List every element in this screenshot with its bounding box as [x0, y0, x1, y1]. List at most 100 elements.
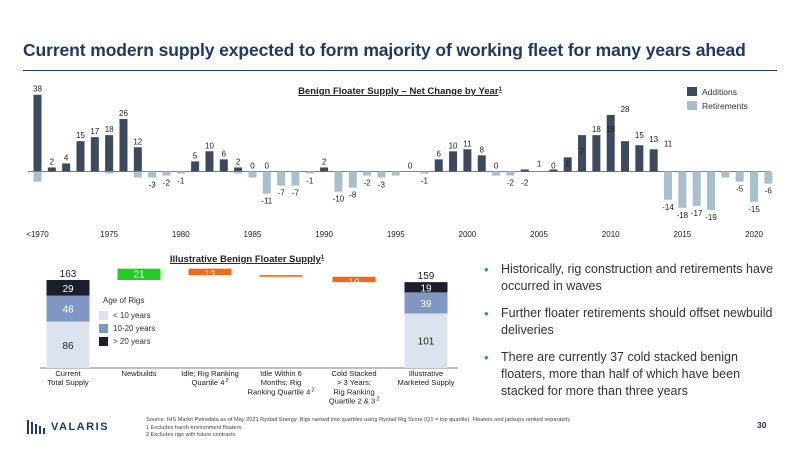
- bar-data-label: 8: [480, 145, 485, 154]
- stack-segment-young: [404, 313, 448, 368]
- additions-bar: [549, 169, 558, 172]
- retirements-bar: [248, 171, 257, 178]
- bar-data-label: 26: [119, 109, 128, 118]
- bar-data-label: -3: [378, 181, 386, 190]
- retirements-bar: [176, 171, 185, 174]
- bar-data-label: 0: [551, 162, 556, 171]
- bullet-item: Further floater retirements should offse…: [484, 305, 784, 339]
- additions-bar: [76, 141, 85, 172]
- legend-label-young: < 10 years: [113, 311, 151, 320]
- legend-item-additions: Additions: [687, 85, 748, 98]
- retirements-bar: [492, 171, 501, 176]
- additions-bar: [219, 159, 228, 172]
- source-notes: Source: IHS Markit Petrodata as of May 2…: [146, 417, 570, 440]
- retirements-bar: [377, 171, 386, 178]
- bar-data-label: 1: [565, 159, 570, 168]
- retirements-bar: [664, 171, 673, 200]
- legend-swatch-mid: [99, 324, 108, 333]
- additions-bar: [234, 167, 243, 172]
- bar-data-label: 5: [193, 151, 198, 160]
- additions-bar: [47, 167, 56, 172]
- additions-bar: [33, 94, 42, 172]
- retirements-bar: [234, 171, 243, 174]
- retirements-bar: [105, 171, 114, 174]
- bar-data-label: -8: [349, 191, 357, 200]
- additions-bar: [563, 157, 572, 172]
- retirements-bar: [420, 171, 429, 174]
- x-tick-label: 1990: [315, 230, 333, 239]
- step-value-label: 10: [348, 278, 360, 289]
- stack-segment-mid: [46, 295, 90, 322]
- bar-data-label: 2: [50, 157, 55, 166]
- legend-swatch-additions: [687, 87, 697, 96]
- additions-bar: [105, 135, 114, 172]
- x-tick-label: 1975: [100, 230, 118, 239]
- category-label: Cold Stacked: [331, 369, 376, 378]
- additions-bar: [434, 159, 443, 172]
- retirements-bar: [678, 171, 687, 208]
- retirements-bar: [262, 171, 271, 194]
- x-tick-label: 2020: [745, 230, 763, 239]
- bar-data-label: 18: [105, 125, 114, 134]
- category-label: Current: [55, 369, 81, 378]
- newbuild-step-bar: [117, 268, 161, 280]
- stack-value-label: 101: [418, 337, 435, 348]
- retirements-bar: [391, 171, 400, 176]
- bar-data-label: -2: [364, 179, 372, 188]
- source-line: Source: IHS Markit Petrodata as of May 2…: [146, 417, 571, 423]
- legend-label-retirements: Retirements: [702, 100, 748, 111]
- stack-value-label: 48: [62, 305, 74, 316]
- retirements-bar: [692, 171, 701, 206]
- retirements-bar: [735, 171, 744, 182]
- category-label: Quartile 42: [192, 378, 229, 387]
- bar-data-label: -2: [521, 179, 529, 188]
- bar-data-label: -17: [691, 209, 703, 218]
- stack-value-label: 29: [62, 284, 74, 295]
- category-label: Quartile 2 & 32: [329, 397, 380, 406]
- additions-bar: [621, 141, 630, 172]
- additions-bar: [90, 137, 99, 172]
- retirements-bar: [721, 171, 730, 178]
- additions-bar: [578, 135, 587, 172]
- key-points-list: Historically, rig construction and retir…: [484, 261, 784, 410]
- additions-bar: [449, 151, 458, 172]
- step-value-label: 21: [133, 270, 145, 281]
- bar-data-label: -1: [306, 177, 314, 186]
- bar-data-label: -19: [705, 213, 717, 222]
- bar-data-label: 0: [250, 162, 255, 171]
- bar-data-label: 28: [621, 105, 630, 114]
- retirements-bar: [348, 171, 357, 188]
- bar-data-label: 15: [76, 131, 85, 140]
- bar-data-label: -1: [177, 177, 185, 186]
- additions-bar: [191, 161, 200, 172]
- logo-mark-icon: [27, 420, 45, 434]
- age-legend-title: Age of Rigs: [103, 296, 145, 305]
- retirements-bar: [363, 171, 372, 176]
- bar-data-label: 18: [606, 125, 615, 134]
- bar-data-label: 18: [592, 125, 601, 134]
- retirements-bar: [305, 171, 314, 174]
- bar-data-label: -14: [662, 203, 674, 212]
- legend-swatch-old: [99, 337, 108, 346]
- step-value-label: 12: [204, 270, 216, 281]
- bar-data-label: 2: [322, 157, 327, 166]
- retirements-bar: [148, 171, 157, 178]
- x-tick-label: 1985: [244, 230, 262, 239]
- category-label: Ranking Quartile 42: [248, 387, 315, 396]
- legend-label-old: > 20 years: [113, 337, 151, 346]
- source-line: 2 Excludes rigs with future contracts: [146, 432, 236, 438]
- bar-data-label: 0: [265, 162, 270, 171]
- bar-data-label: -18: [677, 211, 689, 220]
- retirements-bar: [334, 171, 343, 192]
- bullet-item: Historically, rig construction and retir…: [484, 261, 784, 295]
- retirements-bar: [162, 171, 171, 176]
- bar-data-label: 1: [537, 159, 542, 168]
- retirement-step-bar: [188, 268, 232, 276]
- source-line: 1 Excludes harsh environment floaters: [146, 424, 242, 431]
- bar-data-label: 12: [133, 137, 142, 146]
- category-label: Illustrative: [409, 369, 443, 378]
- additions-bar: [477, 155, 486, 172]
- category-label: Newbuilds: [121, 369, 156, 378]
- additions-bar: [463, 149, 472, 172]
- bar-data-label: -7: [292, 189, 300, 198]
